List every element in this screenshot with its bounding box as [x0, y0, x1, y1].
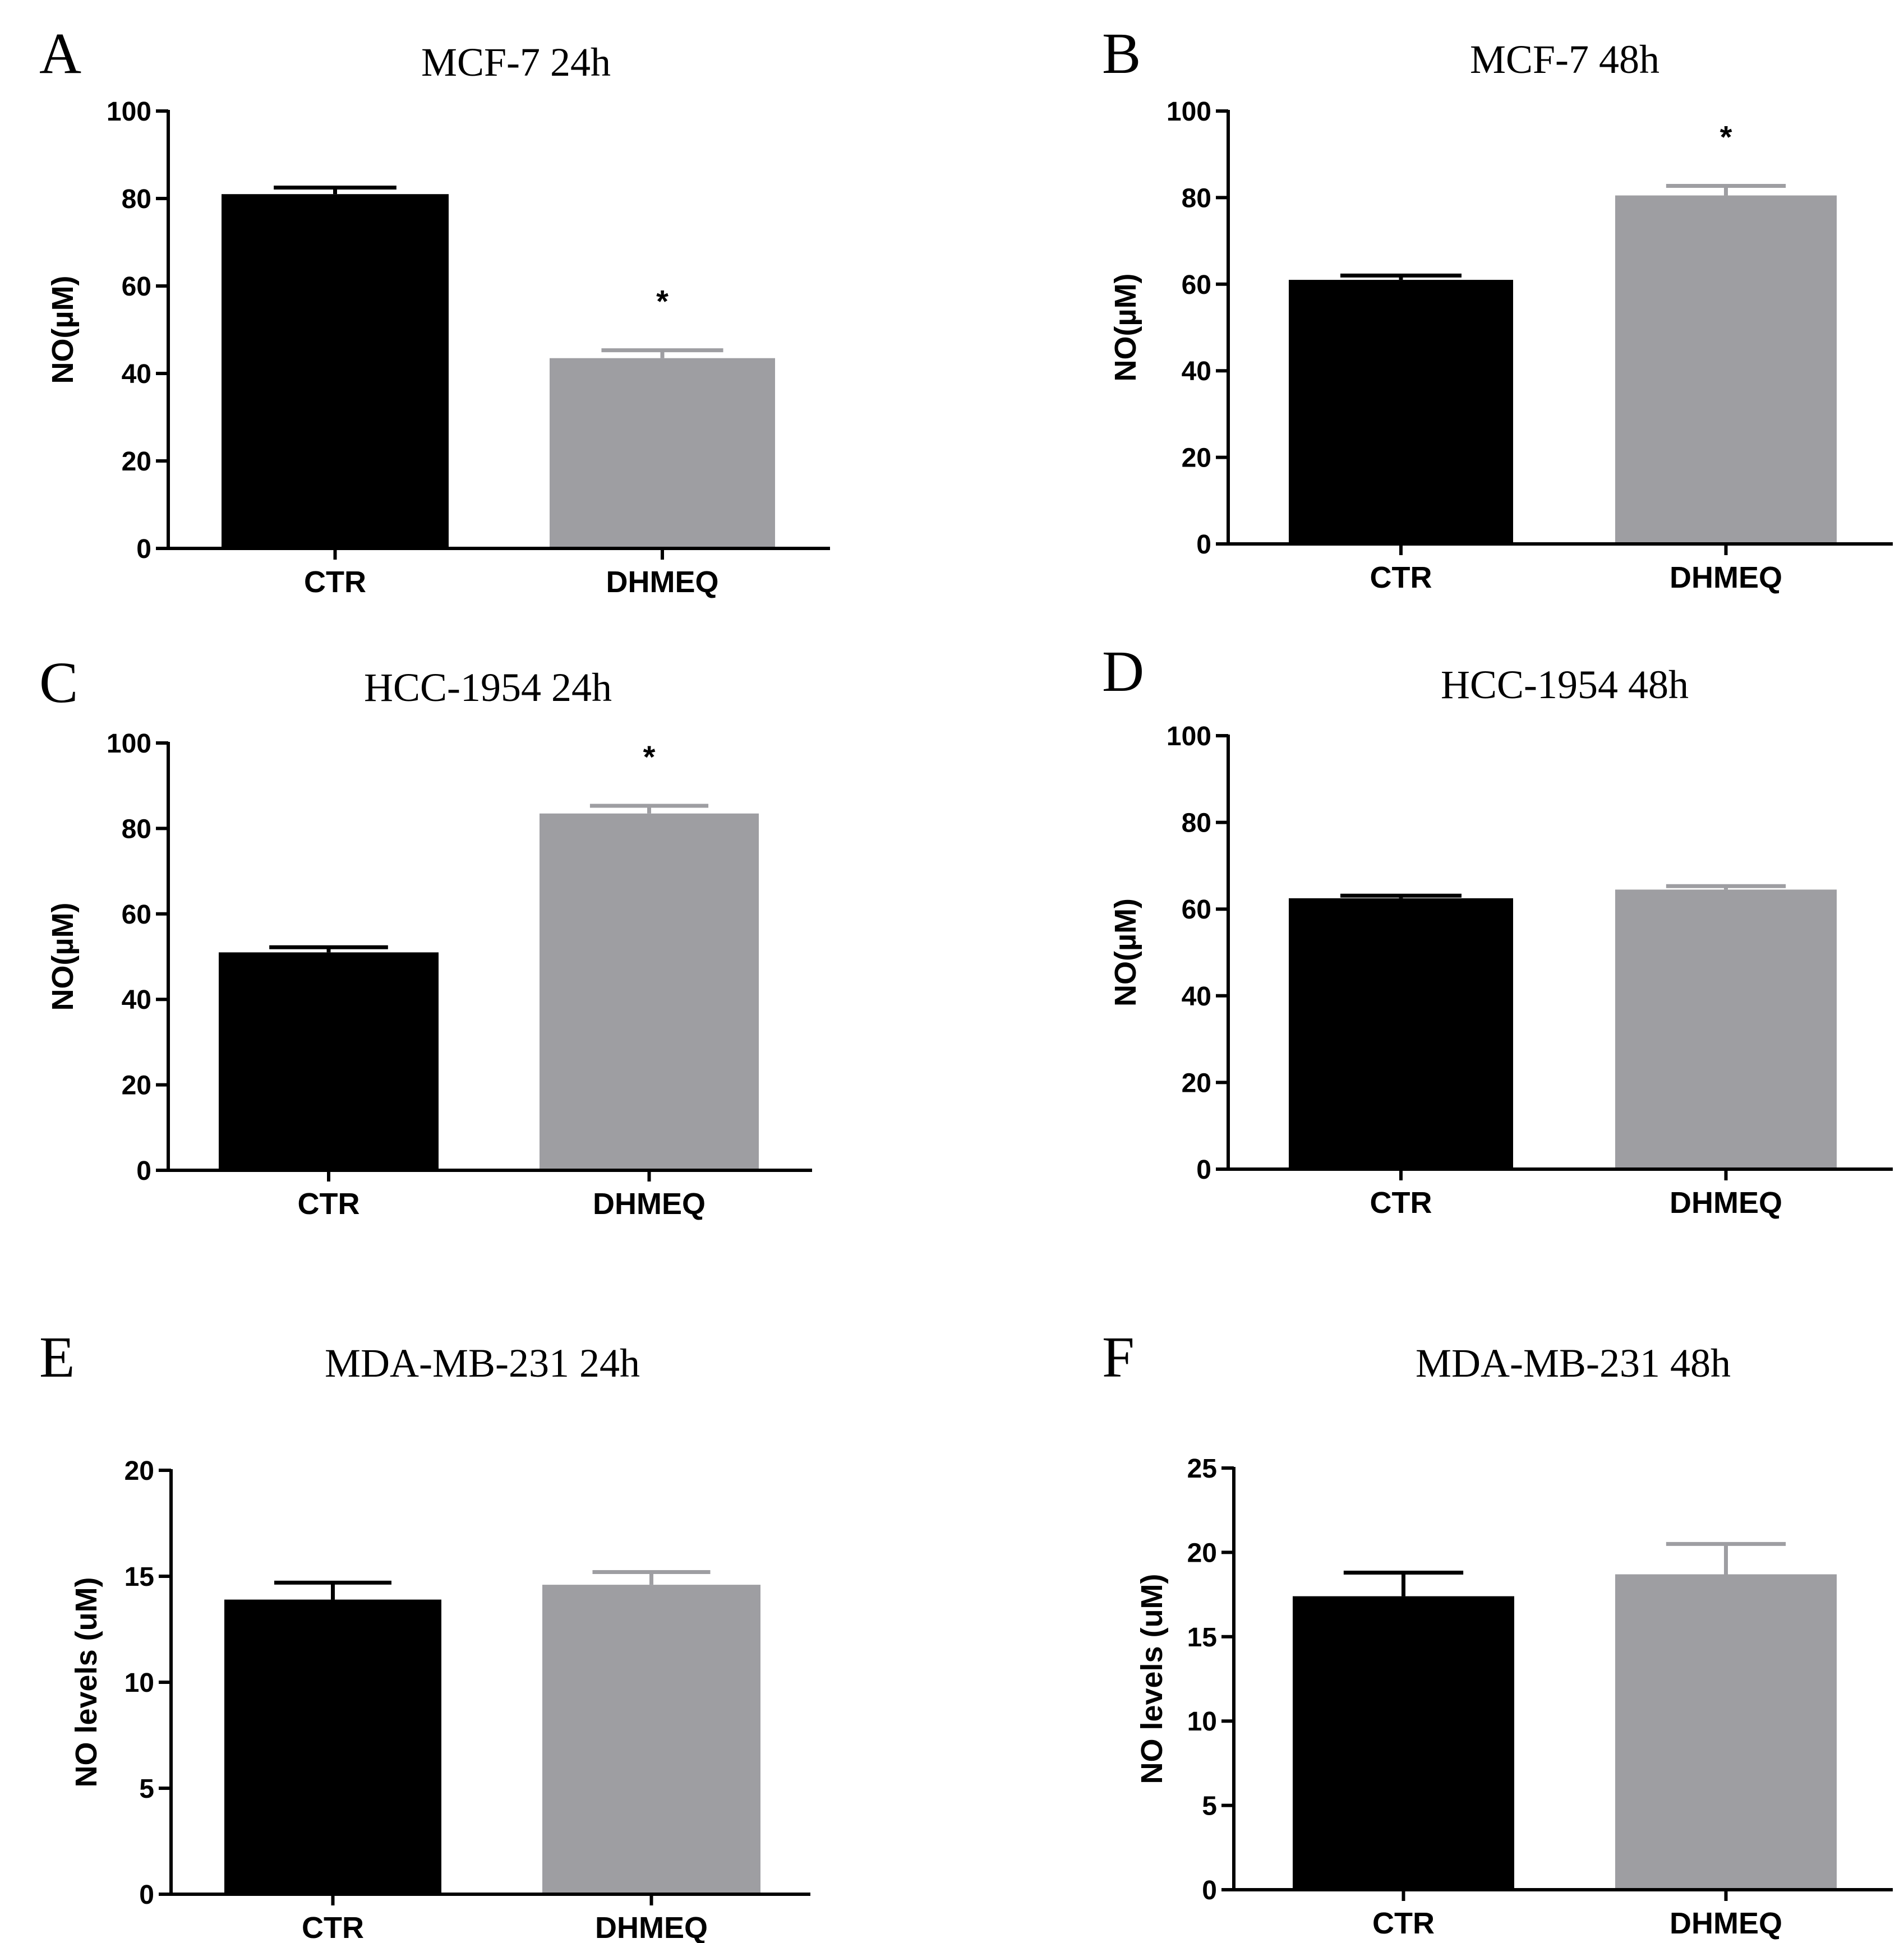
- y-axis-label: NO(µM): [1109, 273, 1142, 381]
- panel-letter: E: [39, 1325, 75, 1390]
- y-axis-label: NO(µM): [46, 275, 80, 384]
- y-tick-label: 5: [1202, 1792, 1217, 1821]
- chart-panel-e: E MDA-MB-231 24h CTR DHMEQ 0 5 10 15 20 NO levels…: [39, 1325, 810, 1943]
- y-tick-label: 100: [1167, 722, 1211, 751]
- chart-panel-f: F MDA-MB-231 48h CTR DHMEQ 0 5 10 15 20 25 NO leve…: [1102, 1325, 1893, 1940]
- bar-ctr: [1293, 1596, 1514, 1890]
- y-tick-label: 20: [125, 1456, 154, 1486]
- bar-dhmeq: [1615, 195, 1837, 544]
- category-label-dhmeq: DHMEQ: [593, 1187, 706, 1221]
- y-tick-label: 5: [139, 1774, 154, 1804]
- bar-dhmeq: [550, 358, 775, 548]
- y-tick-label: 10: [125, 1668, 154, 1698]
- y-tick-label: 60: [122, 900, 151, 930]
- panel-letter: A: [39, 21, 81, 86]
- y-tick-label: 60: [122, 272, 151, 302]
- chart-panel-c: C HCC-1954 24h CTR * DHMEQ 0 20 40 60 80 100 NO(µM): [39, 650, 812, 1221]
- y-tick-label: 40: [1182, 982, 1211, 1012]
- category-label-dhmeq: DHMEQ: [1670, 561, 1782, 594]
- y-tick-label: 100: [107, 97, 151, 127]
- chart-panel-d: D HCC-1954 48h CTR DHMEQ 0 20 40 60 80 100 NO(µM): [1102, 639, 1893, 1220]
- y-axis-label: NO levels (uM): [70, 1577, 103, 1787]
- panel-letter: B: [1102, 21, 1141, 86]
- chart-panel-b: B MCF-7 48h CTR * DHMEQ 0 20 40 60 80 100 NO(µM): [1102, 21, 1893, 594]
- y-tick-label: 60: [1182, 895, 1211, 925]
- y-axis-label: NO(µM): [46, 902, 80, 1010]
- bar-ctr: [219, 952, 439, 1170]
- y-tick-label: 0: [139, 1880, 154, 1910]
- category-label-ctr: CTR: [1370, 1186, 1432, 1220]
- category-label-ctr: CTR: [304, 565, 366, 599]
- category-label-ctr: CTR: [302, 1911, 364, 1943]
- y-tick-label: 100: [107, 729, 151, 759]
- y-tick-label: 80: [1182, 183, 1211, 213]
- y-tick-label: 40: [1182, 357, 1211, 386]
- category-label-dhmeq: DHMEQ: [606, 565, 719, 599]
- y-tick-label: 40: [122, 985, 151, 1015]
- y-tick-label: 0: [136, 534, 151, 564]
- y-tick-label: 10: [1187, 1707, 1217, 1737]
- y-tick-label: 20: [122, 1071, 151, 1101]
- y-tick-label: 15: [125, 1562, 154, 1592]
- chart-title: MDA-MB-231 48h: [1416, 1341, 1731, 1386]
- panel-letter: D: [1102, 639, 1144, 704]
- significance-marker: *: [1720, 119, 1732, 155]
- y-tick-label: 0: [1202, 1876, 1217, 1905]
- bar-dhmeq: [542, 1585, 760, 1894]
- chart-title: HCC-1954 48h: [1441, 662, 1689, 707]
- chart-title: HCC-1954 24h: [364, 665, 612, 710]
- y-tick-label: 80: [122, 814, 151, 844]
- category-label-ctr: CTR: [298, 1187, 360, 1221]
- bar-dhmeq: [1615, 1574, 1837, 1890]
- chart-title: MCF-7 48h: [1470, 37, 1659, 82]
- bar-ctr: [1289, 280, 1513, 544]
- y-tick-label: 20: [122, 447, 151, 477]
- category-label-ctr: CTR: [1372, 1907, 1435, 1940]
- y-tick-label: 0: [1196, 530, 1211, 560]
- panel-letter: F: [1102, 1325, 1135, 1390]
- bar-ctr: [222, 194, 449, 548]
- chart-panel-a: A MCF-7 24h CTR * DHMEQ 0 20 40 60 80 100 NO(µM): [39, 21, 830, 599]
- y-tick-label: 20: [1187, 1538, 1217, 1568]
- y-tick-label: 60: [1182, 270, 1211, 300]
- y-tick-label: 80: [122, 184, 151, 214]
- category-label-dhmeq: DHMEQ: [595, 1911, 708, 1943]
- significance-marker: *: [656, 284, 669, 319]
- chart-title: MDA-MB-231 24h: [325, 1341, 640, 1386]
- y-tick-label: 25: [1187, 1454, 1217, 1484]
- panel-letter: C: [39, 650, 78, 715]
- bar-dhmeq: [540, 813, 759, 1170]
- bar-dhmeq: [1615, 889, 1837, 1169]
- category-label-ctr: CTR: [1370, 561, 1432, 594]
- bar-ctr: [1289, 898, 1513, 1169]
- bar-ctr: [224, 1599, 441, 1894]
- y-tick-label: 15: [1187, 1623, 1217, 1653]
- significance-marker: *: [643, 739, 656, 774]
- y-tick-label: 20: [1182, 444, 1211, 473]
- y-tick-label: 40: [122, 359, 151, 389]
- y-tick-label: 20: [1182, 1068, 1211, 1098]
- y-tick-label: 100: [1167, 97, 1211, 127]
- y-axis-label: NO(µM): [1109, 898, 1142, 1007]
- y-tick-label: 0: [136, 1156, 151, 1186]
- category-label-dhmeq: DHMEQ: [1670, 1907, 1782, 1940]
- y-tick-label: 80: [1182, 809, 1211, 838]
- y-axis-label: NO levels (uM): [1135, 1573, 1169, 1784]
- category-label-dhmeq: DHMEQ: [1670, 1186, 1782, 1220]
- y-tick-label: 0: [1196, 1155, 1211, 1185]
- chart-title: MCF-7 24h: [421, 40, 611, 85]
